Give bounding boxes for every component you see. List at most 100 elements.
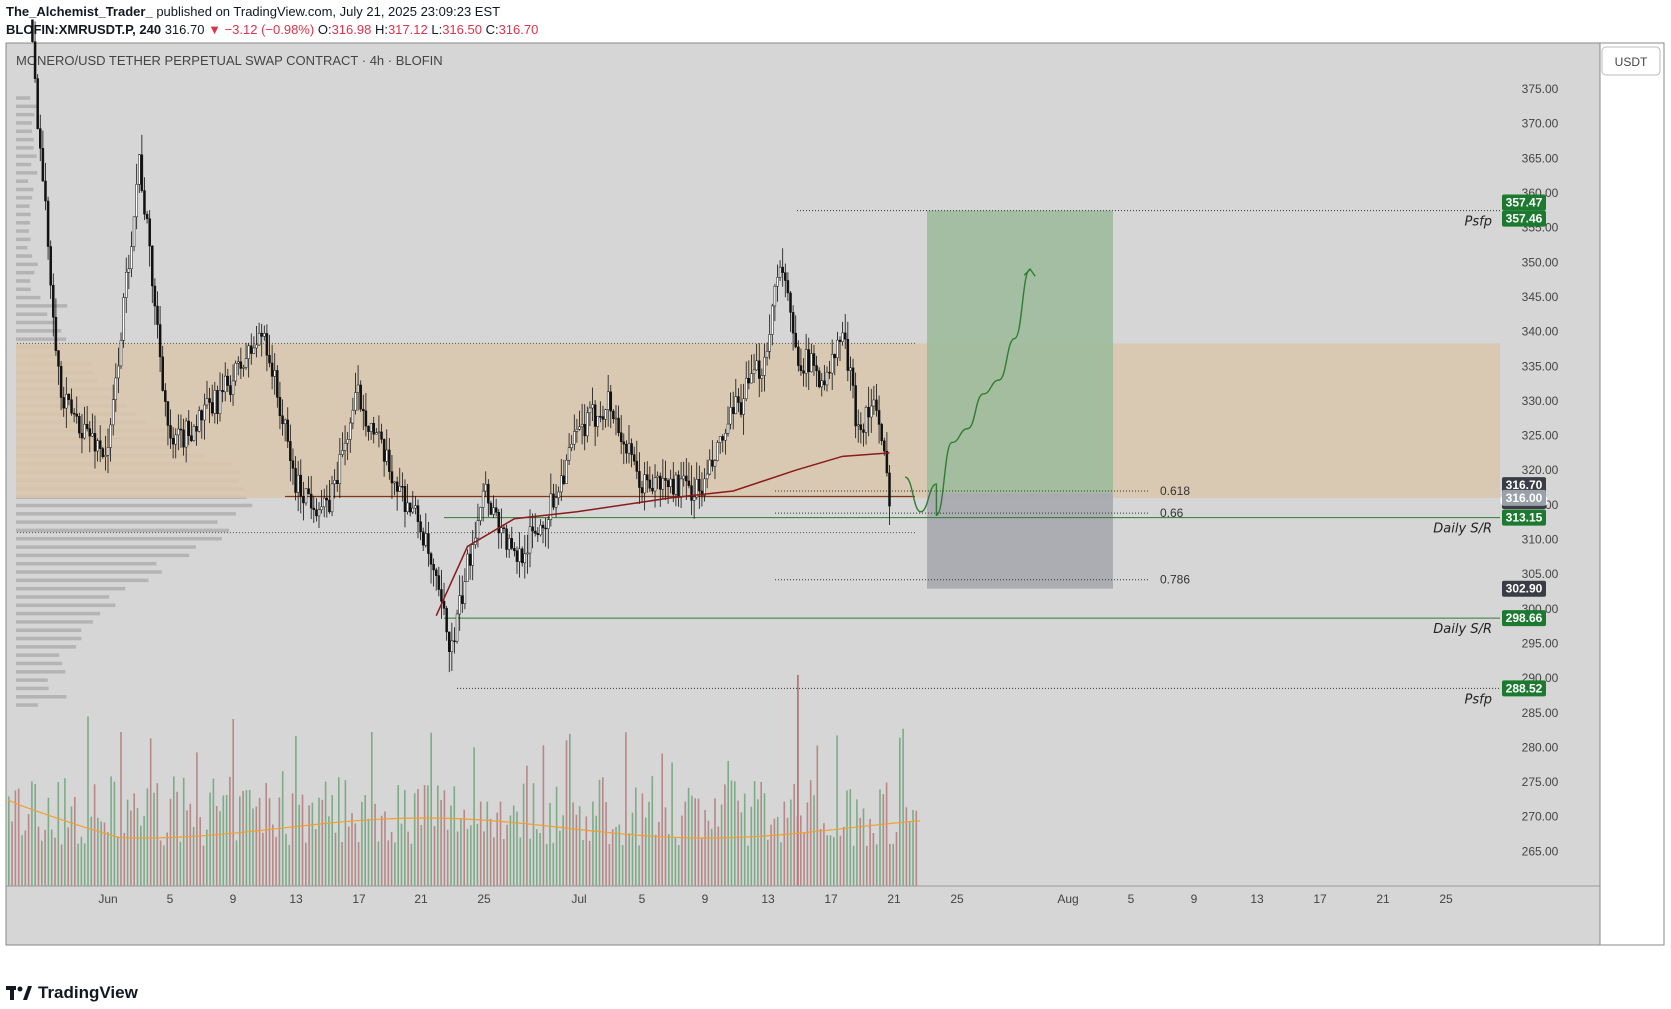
candle-body (708, 459, 712, 475)
volume-bar (701, 837, 703, 886)
volume-bar (54, 837, 56, 886)
volume-bar (651, 776, 654, 886)
candle-body (330, 483, 334, 513)
candle-body (672, 478, 675, 495)
volume-bar (8, 796, 10, 886)
volume-bar (427, 785, 429, 886)
volume-bar (443, 790, 446, 886)
candle-body (729, 407, 732, 425)
volume-bar (314, 829, 317, 886)
candle-body (286, 419, 289, 442)
volume-bar (140, 825, 142, 886)
candle-body (455, 613, 459, 642)
long-stop-box[interactable] (927, 493, 1113, 589)
volume-bar (615, 826, 617, 886)
volume-bar (635, 787, 637, 886)
x-tick-label: 9 (230, 892, 237, 906)
volume-bar (885, 782, 888, 886)
volume-bar (163, 845, 165, 886)
volume-profile-bar (16, 137, 34, 142)
candle-body (200, 410, 204, 421)
volume-bar (74, 796, 76, 886)
candle-body (463, 581, 467, 604)
candle-body (156, 305, 159, 325)
volume-profile-bar (16, 337, 67, 341)
candle-body (171, 437, 175, 445)
volume-bar (806, 802, 809, 886)
volume-bar (107, 832, 109, 886)
volume-bar (120, 732, 122, 886)
volume-bar (681, 815, 683, 886)
candle-body (408, 502, 412, 513)
x-tick-label: Jun (98, 892, 117, 906)
volume-profile-bar (16, 703, 38, 707)
projection-path[interactable] (904, 268, 1031, 516)
fib-label: 0.618 (1160, 484, 1190, 498)
candle-body (567, 447, 571, 461)
volume-bar (842, 826, 845, 886)
candle-body (640, 487, 644, 494)
candle-body (549, 493, 553, 520)
price-axis[interactable] (1599, 42, 1665, 946)
volume-bar (83, 843, 86, 886)
candle-body (526, 552, 529, 555)
x-tick-label: 9 (702, 892, 709, 906)
candle-body (476, 520, 480, 539)
volume-bar (179, 841, 182, 886)
volume-bar (420, 825, 423, 886)
long-target-box[interactable] (927, 210, 1113, 494)
volume-bar (27, 814, 30, 886)
footer-brand: TradingView (38, 983, 138, 1002)
candle-body (161, 356, 164, 391)
candle-body (388, 449, 391, 472)
tradingview-logo[interactable]: TradingView (6, 983, 138, 1003)
candle-body (182, 429, 185, 448)
high-value: 317.12 (387, 22, 428, 37)
candle-body (221, 390, 224, 393)
volume-profile-bar (16, 528, 230, 533)
candle-body (244, 358, 248, 368)
candle-body (166, 401, 170, 426)
candle-body (127, 268, 131, 273)
candle-body (570, 443, 573, 449)
candle-body (145, 213, 149, 219)
volume-bar (882, 794, 885, 886)
volume-bar (242, 790, 244, 886)
horizontal-levels: Psfp Daily S/R Daily S/R Psfp 0.618 0.66 0.786 (17, 210, 1500, 707)
volume-bar (790, 799, 792, 886)
candle-body (718, 436, 722, 443)
volume-bar (694, 798, 696, 886)
candle-body (93, 433, 97, 452)
volume-bar (578, 806, 581, 886)
candle-body (468, 553, 472, 566)
volume-bar (793, 783, 795, 886)
candle-body (799, 365, 803, 371)
y-tick-label: 310.00 (1522, 533, 1559, 547)
candle-body (500, 527, 503, 534)
candle-body (78, 416, 81, 434)
candle-body (203, 404, 206, 421)
price-label: 298.66 (1506, 611, 1543, 625)
candle-body (122, 297, 125, 341)
candle-body (687, 480, 691, 486)
candle-body (630, 443, 633, 455)
candle-body (325, 497, 329, 501)
y-tick-label: 350.00 (1522, 255, 1559, 269)
author-name[interactable]: The_Alchemist_Trader_ (6, 4, 153, 19)
candle-body (539, 524, 542, 536)
volume-bar (70, 806, 73, 886)
volume-bar (173, 776, 175, 886)
volume-bar (473, 747, 475, 886)
candle-body (885, 450, 889, 474)
currency-button[interactable] (1601, 46, 1661, 76)
candle-body (674, 474, 678, 495)
volume-bar (423, 785, 426, 886)
candle-body (656, 475, 659, 478)
candle-body (62, 397, 65, 409)
volume-bar (17, 788, 20, 886)
volume-bar (674, 836, 677, 886)
volume-bar (654, 834, 657, 886)
volume-profile-bar (16, 220, 30, 225)
volume-profile-bar (16, 611, 101, 616)
